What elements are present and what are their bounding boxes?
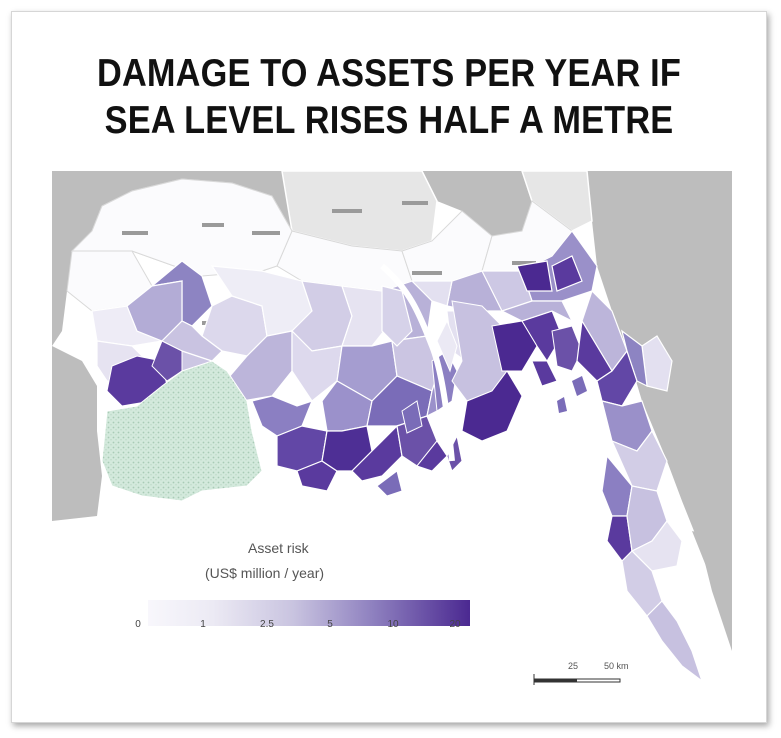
central-districts	[91, 260, 533, 402]
infographic-card: DAMAGE TO ASSETS PER YEAR IF SEA LEVEL R…	[11, 11, 767, 723]
legend-color-bar	[148, 600, 470, 626]
scale-bar-end-label: 50 km	[604, 661, 629, 671]
legend-tick-2: 2.5	[260, 619, 274, 630]
southern-coastal-districts	[251, 285, 453, 492]
sundarbans-forest	[101, 360, 263, 502]
legend-tick-4: 10	[387, 619, 399, 630]
page-title: DAMAGE TO ASSETS PER YEAR IF SEA LEVEL R…	[57, 50, 721, 144]
title-line-1: DAMAGE TO ASSETS PER YEAR IF	[96, 52, 682, 95]
sandwip-islands	[557, 376, 587, 413]
legend-tick-0: 0	[135, 619, 141, 630]
legend-tick-1: 1	[200, 619, 206, 630]
title-line-2: SEA LEVEL RISES HALF A METRE	[104, 99, 674, 142]
legend-title: Asset risk	[248, 540, 309, 556]
eastern-districts	[481, 230, 704, 683]
legend	[148, 600, 470, 626]
legend-tick-3: 5	[327, 619, 333, 630]
scale-bar-mid-label: 25	[568, 661, 579, 671]
legend-unit: (US$ million / year)	[205, 565, 325, 581]
coastal-risk-map	[52, 171, 732, 696]
northern-districts	[66, 178, 573, 312]
legend-tick-5: 20	[449, 619, 461, 630]
river-channel	[380, 263, 455, 462]
scale-bar	[533, 674, 621, 685]
